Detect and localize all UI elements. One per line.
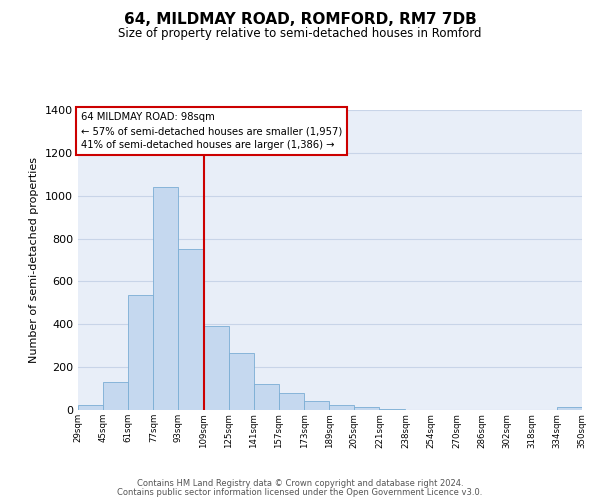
Bar	[557, 407, 582, 410]
Bar	[355, 407, 379, 410]
Bar	[329, 404, 355, 410]
Text: Contains HM Land Registry data © Crown copyright and database right 2024.: Contains HM Land Registry data © Crown c…	[137, 479, 463, 488]
Bar	[304, 402, 329, 410]
Bar	[178, 250, 203, 410]
Bar	[379, 409, 404, 410]
Text: 64, MILDMAY ROAD, ROMFORD, RM7 7DB: 64, MILDMAY ROAD, ROMFORD, RM7 7DB	[124, 12, 476, 28]
Y-axis label: Number of semi-detached properties: Number of semi-detached properties	[29, 157, 40, 363]
Bar	[203, 326, 229, 410]
Bar	[254, 384, 279, 410]
Text: Size of property relative to semi-detached houses in Romford: Size of property relative to semi-detach…	[118, 28, 482, 40]
Bar	[78, 404, 103, 410]
Bar	[279, 393, 304, 410]
Text: Contains public sector information licensed under the Open Government Licence v3: Contains public sector information licen…	[118, 488, 482, 497]
Bar	[154, 187, 178, 410]
Text: 64 MILDMAY ROAD: 98sqm
← 57% of semi-detached houses are smaller (1,957)
41% of : 64 MILDMAY ROAD: 98sqm ← 57% of semi-det…	[81, 112, 343, 150]
Bar	[229, 353, 254, 410]
Bar	[103, 382, 128, 410]
Bar	[128, 296, 154, 410]
